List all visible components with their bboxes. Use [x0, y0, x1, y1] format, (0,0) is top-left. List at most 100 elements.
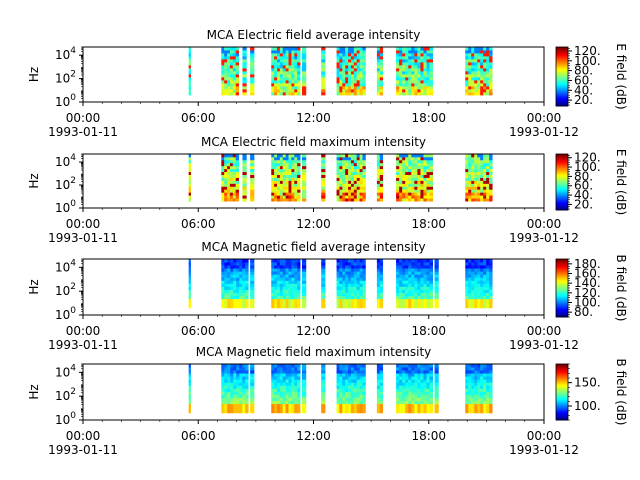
spectrogram-cell — [236, 400, 240, 405]
colorbar-segment — [556, 284, 568, 287]
spectrogram-cell — [224, 82, 228, 87]
spectrogram-cell — [321, 183, 326, 187]
spectrogram-cell — [408, 391, 412, 395]
colorbar-segment — [556, 292, 568, 295]
spectrogram-cell — [342, 394, 346, 398]
spectrogram-cell — [250, 64, 255, 69]
spectrogram-cell — [188, 400, 191, 405]
spectrogram-cell — [229, 198, 234, 202]
spectrogram-cell — [291, 277, 295, 281]
spectrogram-cell — [471, 283, 475, 287]
spectrogram-cell — [359, 274, 363, 278]
spectrogram-cell — [348, 76, 352, 81]
spectrogram-cell — [426, 192, 430, 196]
spectrogram-cell — [402, 168, 406, 173]
y-tick-label: 102 — [55, 282, 76, 298]
spectrogram-cell — [411, 400, 415, 405]
spectrogram-cell — [411, 292, 415, 297]
spectrogram-cell — [468, 382, 472, 386]
spectrogram-cell — [232, 76, 237, 81]
spectrogram-cell — [274, 171, 278, 175]
spectrogram-cell — [489, 289, 493, 293]
spectrogram-cell — [429, 271, 433, 275]
spectrogram-cell — [233, 379, 237, 383]
spectrogram-cell — [483, 61, 487, 66]
spectrogram-cell — [477, 286, 481, 290]
spectrogram-cell — [288, 183, 292, 187]
spectrogram-cell — [465, 373, 469, 377]
spectrogram-cell — [468, 154, 472, 158]
spectrogram-cell — [350, 271, 355, 275]
spectrogram-cell — [279, 189, 284, 193]
spectrogram-cell — [408, 192, 412, 196]
spectrogram-cell — [348, 165, 352, 170]
spectrogram-cell — [279, 277, 284, 281]
spectrogram-cell — [468, 286, 472, 290]
colorbar-segment — [556, 268, 568, 271]
spectrogram-cell — [229, 162, 234, 167]
spectrogram-cell — [342, 388, 346, 392]
spectrogram-cell — [423, 370, 427, 374]
spectrogram-cell — [423, 198, 427, 202]
spectrogram-cell — [339, 88, 343, 93]
colorbar-segment — [556, 166, 568, 169]
spectrogram-cell — [242, 171, 247, 175]
spectrogram-cell — [420, 64, 424, 69]
spectrogram-cell — [291, 394, 295, 398]
spectrogram-cell — [274, 67, 278, 72]
spectrogram-cell — [279, 177, 284, 181]
spectrogram-cell — [230, 391, 234, 395]
spectrogram-cell — [411, 192, 415, 196]
spectrogram-cell — [399, 268, 403, 272]
spectrogram-cell — [480, 376, 484, 380]
spectrogram-cell — [429, 406, 433, 411]
colorbar-segment — [556, 388, 568, 391]
spectrogram-cell — [282, 289, 287, 293]
spectrogram-cell — [471, 376, 475, 380]
spectrogram-cell — [396, 289, 400, 293]
spectrogram-cell — [277, 79, 281, 84]
spectrogram-cell — [294, 265, 298, 269]
spectrogram-cell — [408, 70, 412, 75]
spectrogram-cell — [480, 295, 484, 300]
spectrogram-cell — [301, 286, 307, 290]
spectrogram-cell — [274, 88, 278, 93]
colorbar-segment — [556, 55, 568, 58]
spectrogram-cell — [336, 162, 340, 167]
spectrogram-cell — [224, 154, 228, 158]
spectrogram-cell — [483, 82, 487, 87]
spectrogram-cell — [396, 391, 400, 395]
spectrogram-cell — [339, 286, 343, 290]
spectrogram-cell — [291, 174, 295, 178]
spectrogram-cell — [282, 400, 287, 405]
spectrogram-cell — [489, 364, 493, 368]
spectrogram-cell — [345, 376, 349, 380]
spectrogram-cell — [396, 85, 400, 90]
spectrogram-cell — [245, 283, 249, 287]
spectrogram-cell — [224, 156, 228, 161]
spectrogram-cell — [291, 391, 295, 395]
spectrogram-cell — [350, 409, 355, 414]
spectrogram-cell — [376, 198, 381, 202]
spectrogram-cell — [474, 186, 478, 190]
spectrogram-cell — [434, 268, 439, 272]
spectrogram-cell — [297, 50, 301, 54]
spectrogram-cell — [229, 159, 234, 164]
colorbar-label: E field (dB) — [614, 149, 628, 215]
spectrogram-cell — [297, 82, 301, 87]
colorbar-segment — [556, 82, 568, 85]
spectrogram-cell — [236, 298, 240, 303]
spectrogram-cell — [359, 156, 363, 161]
spectrogram-cell — [468, 76, 472, 81]
spectrogram-cell — [471, 298, 475, 303]
spectrogram-cell — [321, 91, 326, 96]
spectrogram-cell — [188, 174, 191, 178]
spectrogram-cell — [279, 268, 284, 272]
spectrogram-cell — [477, 382, 481, 386]
spectrogram-cell — [474, 177, 478, 181]
spectrogram-cell — [282, 154, 287, 158]
colorbar-segment — [556, 67, 568, 70]
spectrogram-cell — [242, 379, 246, 383]
spectrogram-cell — [420, 189, 424, 193]
spectrogram-cell — [348, 400, 352, 405]
